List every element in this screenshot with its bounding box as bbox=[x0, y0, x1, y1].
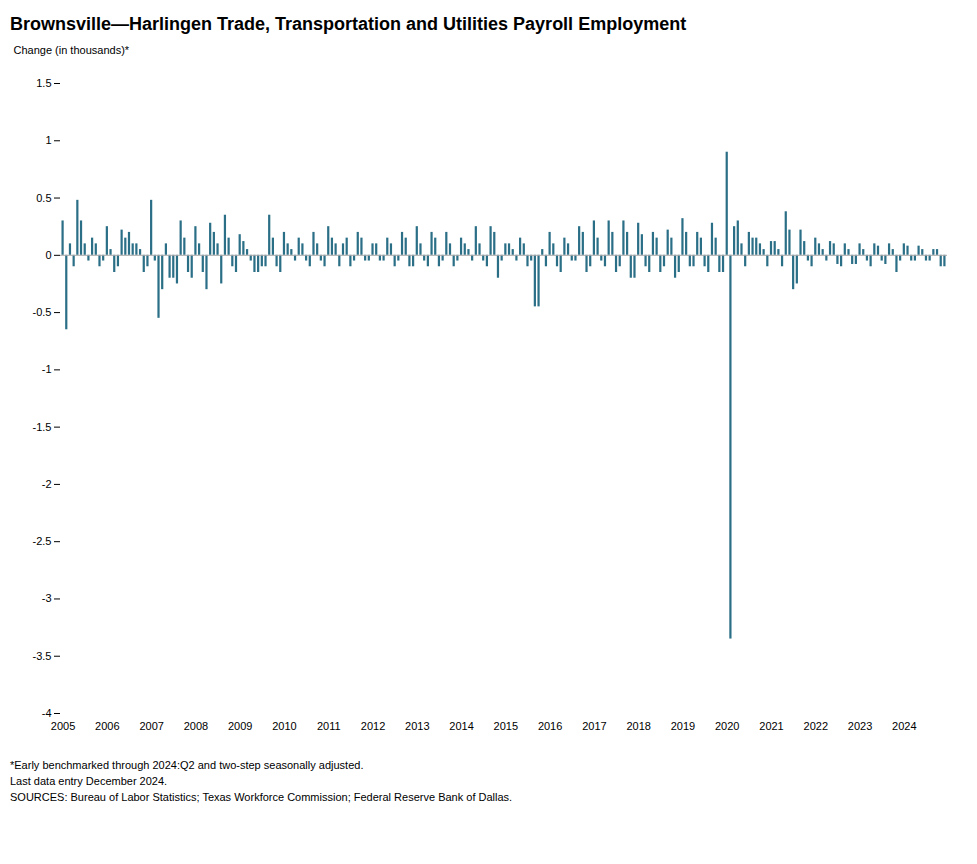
svg-text:2023: 2023 bbox=[848, 720, 872, 732]
svg-text:2013: 2013 bbox=[405, 720, 429, 732]
svg-text:2010: 2010 bbox=[272, 720, 296, 732]
html-text:*Early benchmarked through 202: *Early benchmarked through 2024:Q2 and t… bbox=[10, 759, 364, 771]
svg-text:0: 0 bbox=[45, 249, 51, 261]
svg-text:-2: -2 bbox=[42, 478, 52, 490]
svg-text:2020: 2020 bbox=[715, 720, 739, 732]
svg-text:2016: 2016 bbox=[538, 720, 562, 732]
svg-text:-2.5: -2.5 bbox=[33, 535, 52, 547]
svg-text:-1: -1 bbox=[42, 363, 52, 375]
svg-text:-3.5: -3.5 bbox=[33, 650, 52, 662]
svg-text:2021: 2021 bbox=[759, 720, 783, 732]
html-text:Brownsville—Harlingen Trade, T: Brownsville—Harlingen Trade, Transportat… bbox=[10, 14, 687, 34]
svg-text:2018: 2018 bbox=[626, 720, 650, 732]
svg-text:2014: 2014 bbox=[449, 720, 473, 732]
svg-text:2024: 2024 bbox=[892, 720, 916, 732]
html-text:Last data entry December 2024.: Last data entry December 2024. bbox=[10, 775, 168, 787]
svg-text:-4: -4 bbox=[42, 707, 52, 719]
svg-text:2008: 2008 bbox=[184, 720, 208, 732]
svg-text:2006: 2006 bbox=[95, 720, 119, 732]
svg-text:2011: 2011 bbox=[317, 720, 341, 732]
html-text:SOURCES: Bureau of Labor Stati: SOURCES: Bureau of Labor Statistics; Tex… bbox=[10, 791, 513, 803]
svg-text:2012: 2012 bbox=[361, 720, 385, 732]
svg-text:Change (in thousands)*: Change (in thousands)* bbox=[14, 44, 130, 56]
svg-text:2019: 2019 bbox=[671, 720, 695, 732]
svg-text:2007: 2007 bbox=[139, 720, 163, 732]
svg-text:2022: 2022 bbox=[804, 720, 828, 732]
svg-text:0.5: 0.5 bbox=[36, 192, 51, 204]
svg-text:-0.5: -0.5 bbox=[33, 306, 52, 318]
svg-text:2009: 2009 bbox=[228, 720, 252, 732]
svg-text:2005: 2005 bbox=[51, 720, 75, 732]
svg-text:-3: -3 bbox=[42, 592, 52, 604]
svg-text:-1.5: -1.5 bbox=[33, 421, 52, 433]
svg-text:1: 1 bbox=[45, 134, 51, 146]
svg-text:1.5: 1.5 bbox=[36, 77, 51, 89]
svg-text:2015: 2015 bbox=[494, 720, 518, 732]
svg-text:2017: 2017 bbox=[582, 720, 606, 732]
